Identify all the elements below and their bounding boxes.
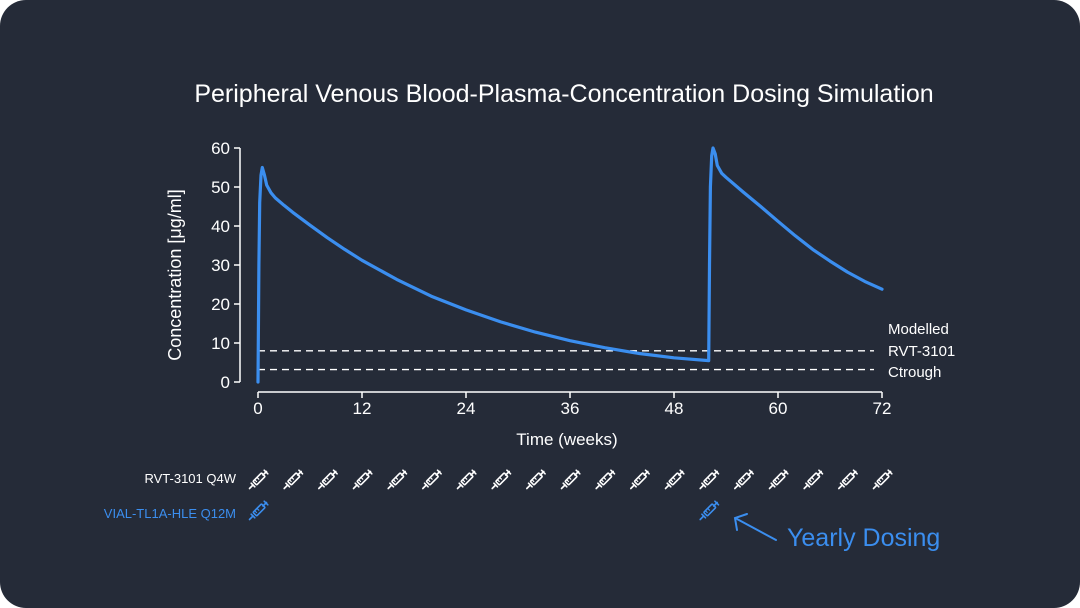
y-tick-label: 40 [211,217,230,236]
x-tick-label: 72 [873,399,892,418]
syringe-icon [525,469,546,490]
syringe-icon [248,500,269,521]
syringe-icon [699,469,720,490]
x-tick-label: 12 [353,399,372,418]
y-tick-label: 0 [221,373,230,392]
yearly-dosing-label: Yearly Dosing [787,524,940,552]
reference-line-label: Modelled RVT-3101 Ctrough [888,321,955,381]
syringe-icon [387,469,408,490]
yearly-dosing-annotation: Yearly Dosing [733,513,940,552]
dosing-row-label-vial: VIAL-TL1A-HLE Q12M [104,506,236,521]
y-tick-label: 30 [211,256,230,275]
chart-title: Peripheral Venous Blood-Plasma-Concentra… [194,80,933,108]
syringe-icon [317,469,338,490]
syringe-icon [595,469,616,490]
syringe-icon [803,469,824,490]
dosing-schedule: RVT-3101 Q4W VIAL-TL1A-HLE Q12M [104,469,893,521]
syringe-icon [629,469,650,490]
dosing-row-label-rvt: RVT-3101 Q4W [144,471,236,486]
x-tick-label: 24 [457,399,476,418]
syringe-icon [421,469,442,490]
y-tick-label: 60 [211,139,230,158]
x-tick-label: 0 [253,399,262,418]
chart-axes: 0 10 20 30 40 50 60 0 12 24 36 48 60 72 [211,139,891,418]
y-axis-label: Concentration [μg/ml] [165,189,185,360]
reference-label-line-3: Ctrough [888,364,941,381]
x-tick-label: 48 [665,399,684,418]
syringe-icon [248,469,269,490]
syringe-icon [352,469,373,490]
reference-label-line-2: RVT-3101 [888,343,955,360]
syringe-icon [491,469,512,490]
syringe-icon [837,469,858,490]
reference-label-line-1: Modelled [888,321,949,338]
x-tick-label: 36 [561,399,580,418]
y-tick-label: 20 [211,295,230,314]
syringe-icon [768,469,789,490]
syringe-icon [733,469,754,490]
syringe-icon [560,469,581,490]
syringe-icon [664,469,685,490]
x-axis-label: Time (weeks) [516,430,617,449]
x-tick-label: 60 [769,399,788,418]
arrow-left-icon [733,513,777,541]
series-layer [256,146,884,384]
syringe-icon [283,469,304,490]
y-tick-label: 10 [211,334,230,353]
reference-lines [258,350,874,371]
syringe-icon [699,500,720,521]
y-tick-label: 50 [211,178,230,197]
concentration-series-line [256,146,884,384]
syringe-icon [456,469,477,490]
syringe-icon [872,469,893,490]
